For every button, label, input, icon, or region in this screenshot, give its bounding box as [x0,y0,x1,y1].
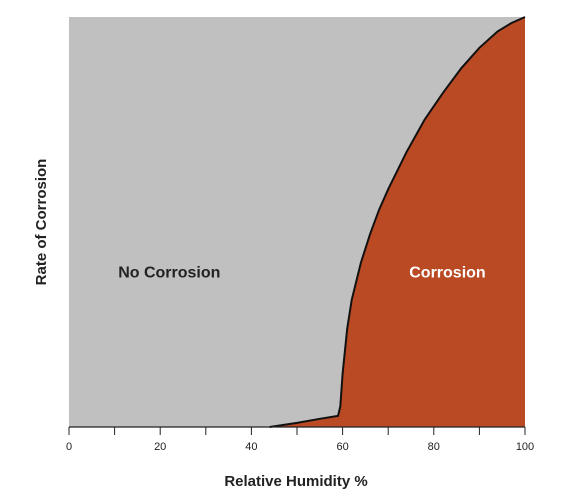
region-label-corrosion: Corrosion [409,264,485,281]
corrosion-curve [269,16,526,428]
x-tick-label: 20 [154,441,166,453]
x-tick-label: 40 [245,441,257,453]
x-tick-labels: 0 20 40 60 80 100 [66,441,534,453]
x-tick-label: 80 [428,441,440,453]
x-axis-title: Relative Humidity % [224,473,367,490]
y-axis-title: Rate of Corrosion [33,159,50,286]
x-tick-label: 0 [66,441,72,453]
x-tick-label: 100 [516,441,534,453]
corrosion-region [269,17,525,427]
x-tick-label: 60 [336,441,348,453]
x-ticks [68,427,526,435]
region-label-no-corrosion: No Corrosion [118,264,220,281]
